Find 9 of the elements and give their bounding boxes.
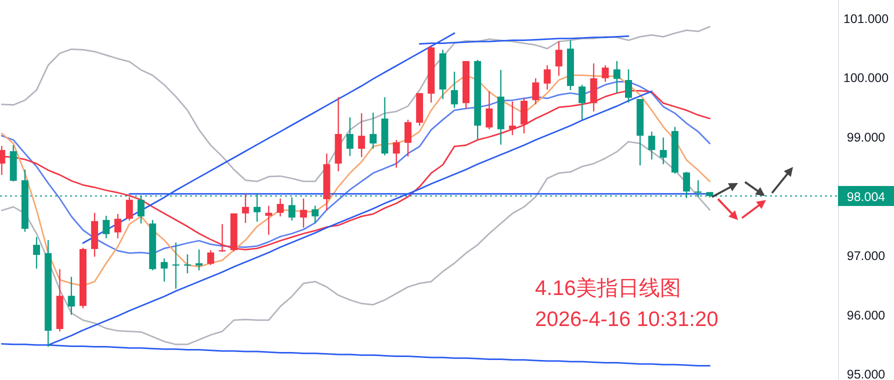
y-tick-label: 95.000: [846, 368, 886, 380]
y-tick-label: 99.000: [846, 130, 886, 144]
y-tick-label: 96.000: [846, 308, 886, 322]
y-tick-label: 100.000: [843, 71, 889, 86]
y-tick-label: 97.000: [846, 249, 886, 264]
y-tick-label: 101.000: [843, 12, 889, 26]
annotation: 4.16美指日线图: [535, 277, 681, 300]
ref-line-label: 98.004: [846, 190, 886, 204]
annotation: 2026-4-16 10:31:20: [535, 308, 718, 331]
